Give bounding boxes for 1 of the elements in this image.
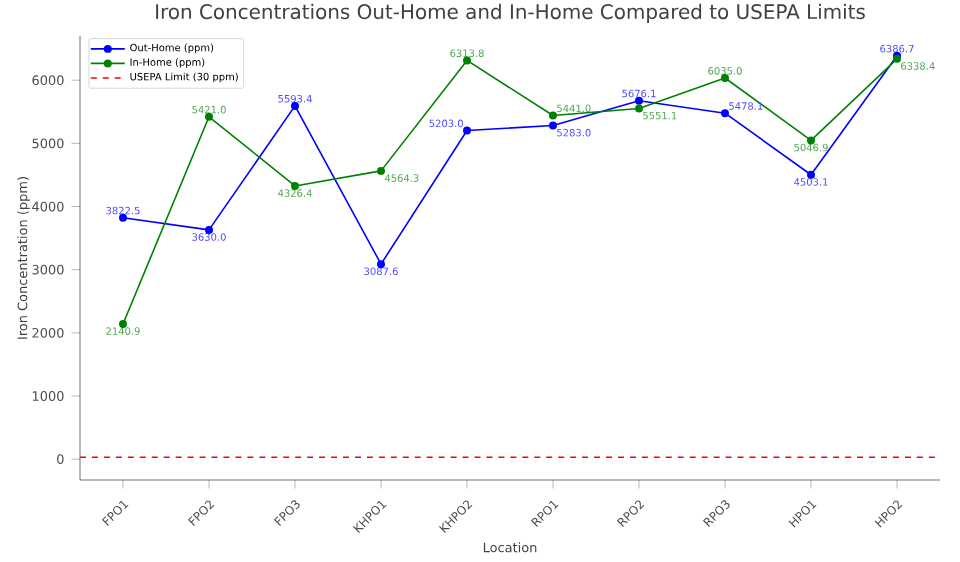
chart-title: Iron Concentrations Out-Home and In-Home Compared to USEPA Limits (156, 3, 865, 24)
